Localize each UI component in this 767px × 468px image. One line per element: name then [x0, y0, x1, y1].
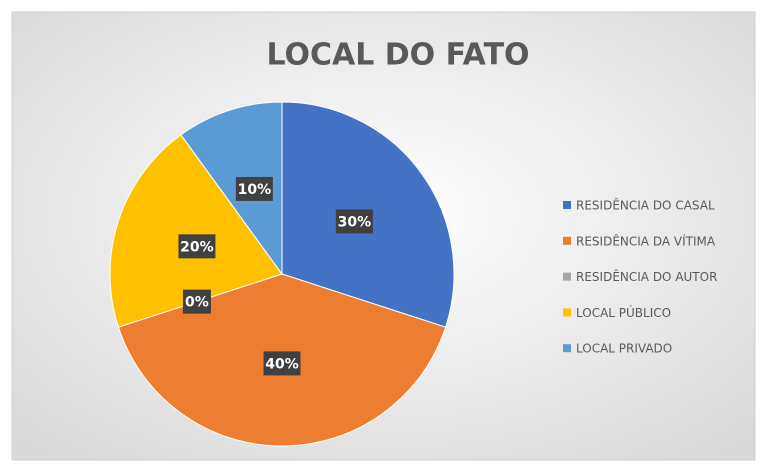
- data-label-box: [178, 234, 216, 259]
- data-label: 20%: [180, 239, 214, 255]
- chart-title: LOCAL DO FATO: [266, 38, 529, 73]
- legend-swatch: [563, 344, 571, 353]
- pie-slice: [109, 134, 283, 328]
- pie-slice: [180, 101, 283, 276]
- legend-label: LOCAL PRIVADO: [576, 342, 672, 356]
- legend-swatch: [563, 272, 571, 281]
- data-label-box: [235, 176, 273, 201]
- data-label: 40%: [265, 356, 299, 372]
- data-label-box: [335, 209, 373, 234]
- data-label-box: [263, 351, 301, 376]
- data-label: 0%: [185, 295, 209, 311]
- legend-swatch: [563, 308, 571, 317]
- legend-label: RESIDÊNCIA DO CASAL: [576, 198, 715, 213]
- data-label-box: [182, 289, 211, 314]
- legend-swatch: [563, 236, 571, 245]
- legend-label: RESIDÊNCIA DO AUTOR: [576, 269, 717, 284]
- legend-swatch: [563, 201, 571, 209]
- legend-label: RESIDÊNCIA DA VÍTIMA: [576, 233, 716, 248]
- data-label: 30%: [338, 214, 372, 230]
- legend-label: LOCAL PÚBLICO: [576, 305, 671, 320]
- data-label: 10%: [238, 182, 272, 198]
